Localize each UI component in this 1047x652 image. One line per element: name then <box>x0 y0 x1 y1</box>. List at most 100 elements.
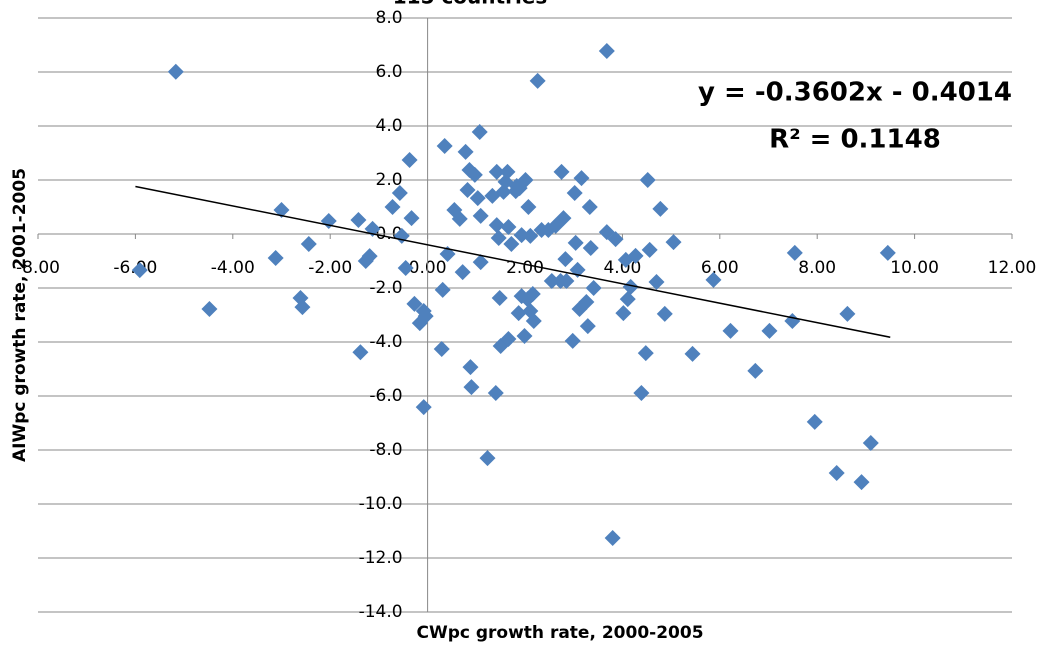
x-tick-label: -2.00 <box>308 258 352 278</box>
y-tick-label: -14.0 <box>359 602 403 622</box>
data-point <box>471 123 488 140</box>
data-point <box>553 163 570 180</box>
data-point <box>652 200 669 217</box>
data-point <box>384 199 401 215</box>
data-point <box>417 308 434 325</box>
data-point <box>585 280 602 296</box>
data-point <box>564 332 581 349</box>
y-tick-label: -2.0 <box>369 278 402 298</box>
data-point <box>201 301 218 318</box>
y-tick-label: -10.0 <box>359 494 403 514</box>
data-point <box>684 345 701 362</box>
data-point <box>401 152 418 169</box>
data-point <box>361 248 378 265</box>
data-point <box>722 322 739 339</box>
data-point <box>131 262 148 279</box>
data-point <box>463 379 480 396</box>
data-point <box>500 331 517 348</box>
data-point <box>705 271 722 288</box>
data-point <box>786 244 803 261</box>
data-point <box>862 434 879 451</box>
data-point <box>490 230 507 247</box>
data-point <box>627 247 644 264</box>
x-tick-label: -8.00 <box>16 258 60 278</box>
data-point <box>615 305 632 322</box>
data-point <box>294 299 311 316</box>
data-point <box>581 199 598 215</box>
x-tick-label: 6.00 <box>701 258 739 278</box>
data-point <box>617 251 634 268</box>
data-point <box>403 210 420 227</box>
data-point <box>300 235 317 252</box>
x-tick-label: 8.00 <box>798 258 836 278</box>
data-point <box>566 184 583 201</box>
y-tick-label: -12.0 <box>359 548 403 568</box>
data-point <box>488 217 505 234</box>
data-point <box>524 285 541 302</box>
data-point <box>499 163 516 180</box>
data-point <box>462 359 479 376</box>
data-point <box>557 251 574 268</box>
data-point <box>479 450 496 467</box>
data-point <box>520 199 537 215</box>
trendline-r-squared: R² = 0.1148 <box>769 125 941 155</box>
x-axis-label: CWpc growth rate, 2000-2005 <box>416 623 703 643</box>
data-point <box>500 218 517 235</box>
data-point <box>525 312 542 329</box>
x-tick-label: 4.00 <box>603 258 641 278</box>
data-point <box>806 413 823 430</box>
data-point <box>558 272 575 289</box>
data-point <box>397 260 414 277</box>
data-point <box>522 227 539 244</box>
data-point <box>488 163 505 180</box>
data-point <box>839 305 856 322</box>
data-point <box>495 183 512 200</box>
trendline-equation: y = -0.3602x - 0.4014 <box>698 78 1012 108</box>
x-tick-label: 10.00 <box>890 258 939 278</box>
data-point <box>567 234 584 251</box>
data-point <box>459 181 476 198</box>
data-point <box>853 474 870 491</box>
data-point <box>466 166 483 183</box>
y-tick-label: 2.0 <box>376 170 403 190</box>
y-tick-label: 8.0 <box>376 8 403 28</box>
data-point <box>656 305 673 322</box>
data-point <box>665 234 682 251</box>
data-point <box>352 344 369 361</box>
data-point <box>472 207 489 224</box>
data-point <box>517 172 534 188</box>
data-point <box>436 137 453 154</box>
data-point <box>472 254 489 271</box>
data-point <box>761 322 778 339</box>
data-point <box>457 143 474 160</box>
data-point <box>543 272 560 289</box>
data-point <box>641 241 658 258</box>
data-point <box>579 318 596 335</box>
x-tick-label: -4.00 <box>211 258 255 278</box>
data-point <box>434 281 451 298</box>
data-point <box>582 240 599 257</box>
data-point <box>497 173 514 190</box>
y-axis-label: AIWpc growth rate, 2001-2005 <box>10 168 30 462</box>
data-point <box>598 42 615 59</box>
data-point <box>555 210 572 227</box>
chart-title: 115 countries <box>393 0 548 9</box>
data-point <box>510 305 527 322</box>
data-point <box>433 341 450 358</box>
y-tick-label: -6.0 <box>369 386 402 406</box>
data-point <box>454 264 471 281</box>
data-point <box>391 184 408 201</box>
data-point <box>415 399 432 416</box>
data-point <box>451 210 468 227</box>
data-point <box>619 291 636 308</box>
y-tick-label: -4.0 <box>369 332 402 352</box>
data-point <box>491 289 508 306</box>
data-point <box>578 294 595 311</box>
data-point <box>622 278 639 295</box>
data-point <box>828 464 845 481</box>
data-point <box>406 295 423 312</box>
data-point <box>607 231 624 248</box>
data-point <box>529 72 546 89</box>
data-point <box>167 63 184 80</box>
